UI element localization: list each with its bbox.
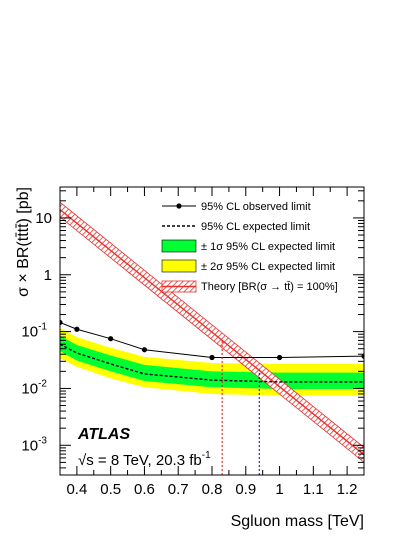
x-tick-label: 0.4 <box>66 481 87 498</box>
energy-label: √s = 8 TeV, 20.3 fb-1 <box>78 450 211 469</box>
x-tick-label: 1.1 <box>303 481 324 498</box>
legend-two-sigma-symbol <box>161 259 197 273</box>
observed-point <box>209 354 215 361</box>
x-tick-label: 1.2 <box>337 481 358 498</box>
observed-point <box>361 353 364 359</box>
y-tick-label: 10 <box>35 210 52 227</box>
x-tick-label: 0.5 <box>100 481 121 498</box>
y-tick-label: 1 <box>44 267 52 284</box>
legend-two-sigma-label: ± 2σ 95% CL expected limit <box>201 261 335 273</box>
x-axis: 0.4 0.5 0.6 0.7 0.8 0.9 1 1.1 1.2 <box>59 187 365 498</box>
x-tick-label: 1 <box>275 481 283 498</box>
observed-point <box>60 319 63 326</box>
y-tick-label: 10-3 <box>21 435 47 454</box>
theory-line <box>60 209 364 456</box>
expected-limit-line <box>60 343 364 383</box>
x-tick-label: 0.7 <box>168 481 189 498</box>
observed-point <box>276 354 283 361</box>
plot-area <box>60 201 364 475</box>
x-tick-label: 0.8 <box>202 481 223 498</box>
legend: 95% CL observed limit 95% CL expected li… <box>161 201 338 293</box>
legend-expected-label: 95% CL expected limit <box>201 221 310 233</box>
x-tick-label: 0.6 <box>134 481 155 498</box>
x-tick-label: 0.9 <box>235 481 256 498</box>
y-tick-label: 10-2 <box>21 378 47 397</box>
y-tick-label: 10-1 <box>21 322 47 341</box>
atlas-label: ATLAS <box>77 426 130 443</box>
legend-one-sigma-label: ± 1σ 95% CL expected limit <box>201 241 335 253</box>
observed-point <box>74 326 80 332</box>
observed-points <box>60 319 364 361</box>
one-sigma-band <box>60 335 364 389</box>
legend-observed-marker <box>176 203 182 209</box>
observed-point <box>108 336 114 342</box>
legend-observed-label: 95% CL observed limit <box>201 201 311 213</box>
observed-point <box>141 347 148 353</box>
legend-one-sigma-symbol <box>161 239 197 253</box>
legend-theory-label: Theory [BR(σ → tt̄) = 100%] <box>201 281 338 293</box>
y-axis: 10-3 10-2 10-1 1 10 <box>21 190 364 476</box>
y-axis-label: σ × BR(tt̄tt̄) [pb] <box>15 187 32 297</box>
x-axis-label: Sgluon mass [TeV] <box>231 513 364 530</box>
